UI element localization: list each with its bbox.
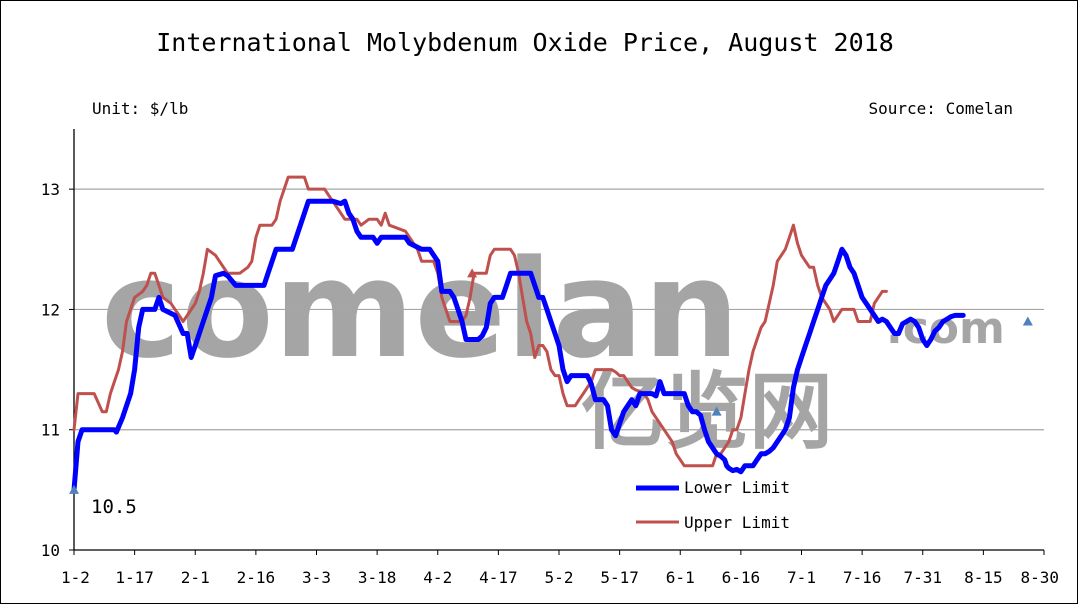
- y-tick-label: 11: [41, 421, 60, 440]
- legend-label-lower: Lower Limit: [684, 478, 790, 497]
- x-tick-label: 3-3: [302, 568, 331, 587]
- y-axis: 10 11 12 13: [41, 180, 74, 560]
- x-tick-label: 4-2: [423, 568, 452, 587]
- watermark: comelan .com 亿览网: [101, 231, 1005, 461]
- x-tick-label: 2-1: [181, 568, 210, 587]
- series-group: [71, 175, 966, 493]
- y-tick-label: 10: [41, 541, 60, 560]
- series-line-upper-limit: [72, 175, 888, 468]
- x-tick-label: 6-16: [722, 568, 761, 587]
- x-tick-label: 8-15: [964, 568, 1003, 587]
- x-tick-label: 7-16: [843, 568, 882, 587]
- marker-start: [69, 484, 79, 494]
- y-tick-label: 13: [41, 180, 60, 199]
- watermark-suffix: .com: [886, 303, 1005, 354]
- series-line-lower-limit: [71, 198, 966, 493]
- x-tick-label: 1-2: [61, 568, 90, 587]
- markers: [69, 268, 1033, 494]
- x-axis: 1-2 1-17 2-1 2-16 3-3 3-18 4-2 4-17 5-2 5-17 6-1 6-…: [61, 550, 1059, 587]
- y-tick-label: 12: [41, 300, 60, 319]
- annotation-label: 10.5: [91, 496, 137, 518]
- x-tick-label: 8-30: [1020, 568, 1059, 587]
- x-tick-label: 3-18: [358, 568, 397, 587]
- marker-end: [1022, 316, 1033, 326]
- source-label: Source: Comelan: [869, 99, 1014, 118]
- legend-label-upper: Upper Limit: [684, 513, 790, 532]
- unit-label: Unit: $/lb: [92, 99, 188, 118]
- x-tick-label: 2-16: [237, 568, 276, 587]
- marker-lower: [711, 406, 722, 416]
- x-tick-label: 5-2: [545, 568, 574, 587]
- x-tick-label: 5-17: [600, 568, 639, 587]
- x-tick-label: 7-1: [787, 568, 816, 587]
- x-tick-label: 7-31: [903, 568, 942, 587]
- legend: Lower Limit Upper Limit: [636, 478, 790, 532]
- x-tick-label: 4-17: [479, 568, 518, 587]
- x-tick-label: 6-1: [666, 568, 695, 587]
- chart-title: International Molybdenum Oxide Price, Au…: [156, 28, 894, 57]
- x-tick-label: 1-17: [115, 568, 154, 587]
- marker-upper: [467, 268, 478, 278]
